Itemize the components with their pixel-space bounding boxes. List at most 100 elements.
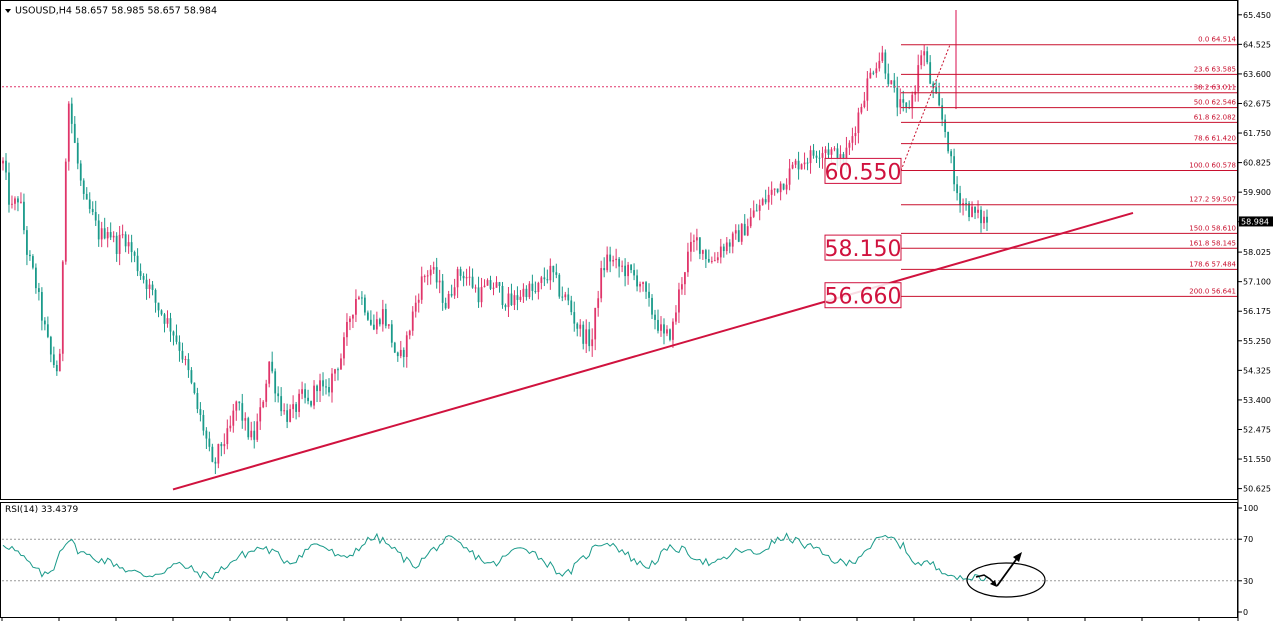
candle-body (615, 258, 618, 261)
candle-body (731, 233, 734, 247)
candle-body (166, 318, 169, 324)
candle-body (737, 230, 740, 242)
candle-body (875, 68, 878, 74)
candle-body (366, 312, 369, 320)
candle-body (528, 283, 531, 298)
candle-body (378, 319, 381, 325)
rsi-line (2, 532, 988, 581)
candle-body (232, 410, 235, 426)
candle-body (358, 297, 360, 299)
candle-body (785, 184, 788, 190)
candle-body (447, 293, 450, 309)
candle-body (277, 393, 280, 397)
candle-body (241, 403, 244, 421)
candle-body (923, 51, 926, 56)
candle-body (390, 324, 393, 343)
candle-body (328, 386, 330, 393)
candle-body (154, 289, 157, 303)
rsi-axis: 100 70 30 0 (1238, 504, 1258, 617)
candle-body (295, 404, 298, 412)
candle-body (833, 148, 836, 150)
candle-body (17, 198, 19, 203)
candle-body (112, 235, 115, 238)
candle-body (310, 401, 312, 406)
candle-body (426, 275, 429, 277)
candle-body (363, 297, 366, 313)
candle-body (208, 438, 211, 447)
candle-body (115, 235, 118, 254)
fibonacci-layer: 0.0 64.514 23.6 63.585 38.2 63.011 50.0 62.… (2, 36, 1237, 297)
candle-body (902, 99, 905, 103)
candle-body (486, 280, 489, 286)
candle-body (863, 100, 866, 107)
candle-body (537, 282, 540, 293)
candle-body (663, 324, 665, 334)
candle-body (372, 324, 375, 330)
candle-body (172, 331, 175, 336)
candle-body (184, 359, 187, 361)
candle-body (707, 259, 710, 262)
rsi-tick-label: 100 (1243, 504, 1258, 513)
candle-body (606, 254, 609, 271)
candle-body (648, 291, 650, 298)
candle-body (405, 335, 408, 358)
candle-body (911, 94, 914, 109)
ascending-trendline[interactable] (172, 211, 1134, 491)
candle-body (959, 193, 961, 206)
candle-body (381, 309, 384, 325)
collapse-triangle-icon[interactable] (5, 9, 11, 13)
candle-body (432, 267, 435, 270)
candle-body (417, 299, 420, 303)
price-tick-label: 59.900 (1243, 188, 1271, 197)
candle-body (480, 287, 483, 303)
candle-body (540, 277, 543, 283)
candle-body (145, 279, 148, 289)
candle-body (103, 228, 106, 239)
candle-body (941, 105, 944, 120)
candle-body (830, 149, 833, 155)
candle-body (513, 295, 516, 306)
candle-body (815, 155, 818, 158)
candle-body (127, 242, 130, 247)
candle-body (552, 265, 555, 273)
candle-body (510, 293, 513, 306)
price-tick-label: 57.100 (1243, 278, 1271, 287)
price-tick-label: 60.825 (1243, 159, 1271, 168)
candle-body (250, 430, 253, 438)
candle-body (229, 425, 232, 429)
candle-body (666, 329, 668, 334)
candle-body (26, 230, 28, 255)
symbol-header: USOUSD,H4 58.657 58.985 58.657 58.984 (15, 6, 217, 17)
candle-body (854, 132, 857, 137)
price-tick-label: 51.550 (1243, 455, 1271, 464)
candle-body (728, 242, 731, 247)
candle-body (905, 102, 908, 108)
candle-body (917, 65, 920, 92)
candle-body (319, 380, 321, 392)
candle-body (11, 203, 13, 205)
candle-body (52, 354, 55, 365)
candle-body (489, 280, 492, 289)
candle-body (788, 168, 791, 185)
candle-body (61, 261, 64, 354)
candle-body (292, 404, 295, 410)
candle-body (271, 361, 274, 372)
candle-body (124, 234, 127, 247)
candle-body (283, 410, 286, 412)
candle-body (929, 62, 932, 84)
candle-body (791, 164, 794, 169)
candle-body (890, 80, 893, 85)
candles-layer (2, 9, 988, 475)
arrow-head-icon (990, 580, 997, 587)
candle-body (148, 284, 151, 289)
candle-body (684, 272, 686, 285)
candle-body (612, 260, 615, 262)
candle-body (956, 184, 958, 194)
candle-body (767, 194, 770, 203)
candle-body (193, 382, 196, 394)
candle-body (265, 383, 268, 402)
candle-body (346, 321, 348, 338)
candle-body (848, 142, 851, 148)
candle-body (660, 324, 662, 331)
